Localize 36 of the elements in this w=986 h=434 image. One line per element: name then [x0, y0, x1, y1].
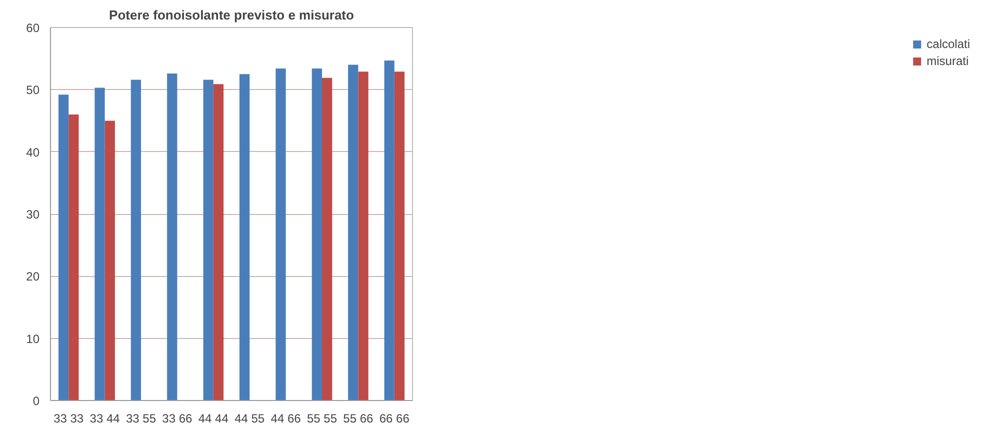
bar — [394, 72, 405, 400]
bar — [358, 72, 368, 400]
bar — [203, 80, 214, 400]
x-tick-label: 55 55 — [306, 412, 338, 426]
x-tick-label: 33 44 — [90, 412, 120, 426]
bar — [130, 80, 141, 400]
legend-label: misurati — [926, 54, 969, 68]
bar — [348, 64, 358, 400]
y-tick-label: 20 — [26, 270, 40, 284]
y-tick-label: 40 — [26, 145, 40, 160]
bar — [94, 88, 105, 400]
x-tick-label: 33 33 — [54, 412, 84, 426]
x-tick-label: 33 66 — [162, 412, 193, 426]
bar — [213, 84, 224, 400]
bar — [312, 68, 322, 400]
x-tick-label: 55 66 — [343, 412, 374, 426]
y-tick-label: 0 — [32, 394, 40, 408]
y-tick-label: 30 — [26, 208, 40, 222]
x-tick-label: 44 55 — [234, 412, 265, 426]
legend-label: calcolati — [926, 37, 970, 51]
x-tick-label: 44 66 — [270, 412, 302, 426]
y-tick-label: 50 — [26, 83, 40, 98]
bar — [167, 74, 178, 400]
x-tick-label: 66 66 — [379, 412, 410, 426]
y-tick-label: 10 — [26, 332, 40, 346]
bar — [239, 74, 250, 400]
x-tick-label: 33 55 — [126, 412, 156, 426]
bar — [58, 94, 69, 400]
bar — [384, 60, 394, 400]
bar — [104, 120, 115, 400]
y-tick-label: 60 — [26, 21, 40, 35]
x-tick-label: 44 44 — [198, 412, 229, 426]
chart-title: Potere fonoisolante previsto e misurato — [109, 8, 354, 22]
bar — [276, 68, 286, 400]
bar — [68, 114, 79, 400]
bar — [322, 78, 332, 400]
